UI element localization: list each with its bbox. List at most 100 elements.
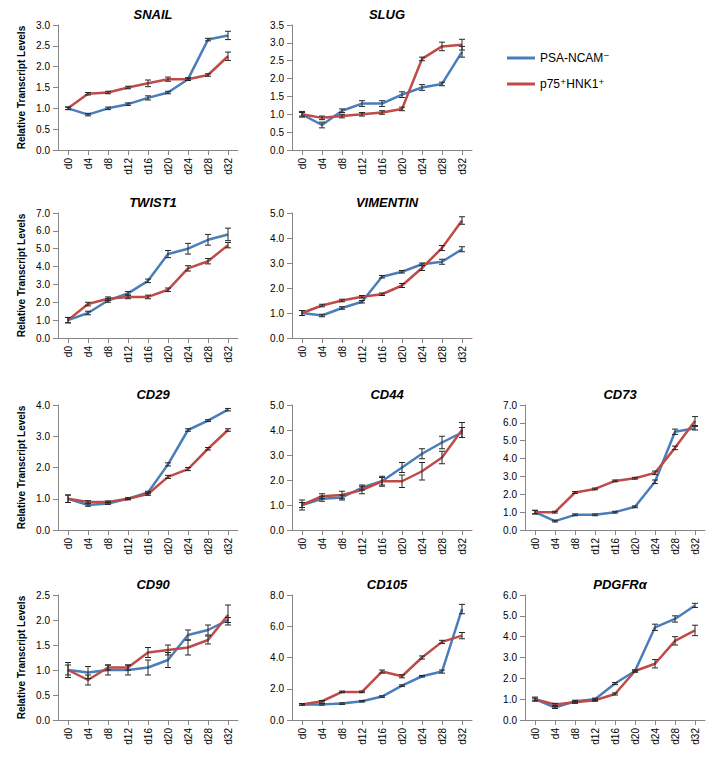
svg-text:d0: d0 [63, 728, 74, 740]
svg-text:SNAIL: SNAIL [134, 7, 173, 22]
svg-text:5.0: 5.0 [503, 435, 517, 446]
svg-text:2.5: 2.5 [36, 590, 50, 601]
svg-text:6.0: 6.0 [503, 417, 517, 428]
svg-text:3.0: 3.0 [270, 258, 284, 269]
svg-text:2.0: 2.0 [36, 615, 50, 626]
svg-text:d16: d16 [143, 538, 154, 555]
svg-text:2.0: 2.0 [503, 489, 517, 500]
svg-text:d8: d8 [337, 728, 348, 740]
svg-text:0.0: 0.0 [270, 715, 284, 726]
svg-text:d4: d4 [83, 346, 94, 358]
svg-text:0.5: 0.5 [36, 124, 50, 135]
svg-text:d8: d8 [337, 158, 348, 170]
svg-text:0.5: 0.5 [270, 127, 284, 138]
svg-text:d32: d32 [223, 346, 234, 363]
svg-text:d24: d24 [417, 728, 428, 745]
svg-text:2.0: 2.0 [36, 61, 50, 72]
svg-text:0.0: 0.0 [270, 333, 284, 344]
svg-text:CD29: CD29 [136, 387, 170, 402]
svg-text:1.0: 1.0 [36, 493, 50, 504]
svg-text:0.0: 0.0 [36, 715, 50, 726]
svg-text:3.0: 3.0 [270, 37, 284, 48]
svg-text:d32: d32 [223, 538, 234, 555]
svg-text:4.0: 4.0 [36, 400, 50, 411]
svg-text:0.0: 0.0 [270, 525, 284, 536]
svg-text:1.0: 1.0 [503, 507, 517, 518]
svg-text:d24: d24 [183, 538, 194, 555]
svg-text:d0: d0 [63, 158, 74, 170]
svg-text:d12: d12 [123, 538, 134, 555]
svg-text:d12: d12 [590, 728, 601, 745]
svg-text:d16: d16 [143, 158, 154, 175]
svg-text:d28: d28 [203, 538, 214, 555]
svg-text:d8: d8 [103, 158, 114, 170]
svg-text:d24: d24 [417, 538, 428, 555]
svg-text:d16: d16 [610, 728, 621, 745]
svg-text:4.0: 4.0 [503, 631, 517, 642]
svg-text:d16: d16 [143, 728, 154, 745]
svg-text:3.5: 3.5 [270, 20, 284, 31]
svg-text:3.0: 3.0 [503, 471, 517, 482]
svg-text:2.0: 2.0 [503, 673, 517, 684]
svg-text:d12: d12 [123, 728, 134, 745]
svg-text:5.0: 5.0 [270, 400, 284, 411]
svg-text:2.0: 2.0 [270, 475, 284, 486]
svg-text:4.0: 4.0 [270, 233, 284, 244]
svg-text:2.5: 2.5 [36, 40, 50, 51]
svg-text:d28: d28 [670, 728, 681, 745]
svg-text:d28: d28 [437, 346, 448, 363]
svg-text:d28: d28 [670, 538, 681, 555]
svg-text:2.5: 2.5 [270, 55, 284, 66]
svg-text:d12: d12 [357, 538, 368, 555]
svg-text:d24: d24 [183, 158, 194, 175]
svg-text:CD90: CD90 [136, 577, 170, 592]
svg-text:Relative Transcript Levels: Relative Transcript Levels [16, 213, 27, 337]
svg-text:d16: d16 [377, 346, 388, 363]
svg-text:1.5: 1.5 [36, 640, 50, 651]
svg-text:d16: d16 [610, 538, 621, 555]
svg-text:d8: d8 [103, 346, 114, 358]
svg-text:1.0: 1.0 [36, 665, 50, 676]
svg-text:d4: d4 [550, 538, 561, 550]
svg-text:PDGFRα: PDGFRα [593, 577, 648, 592]
svg-text:d32: d32 [457, 728, 468, 745]
svg-text:d20: d20 [397, 346, 408, 363]
svg-text:d12: d12 [123, 346, 134, 363]
svg-text:d12: d12 [590, 538, 601, 555]
svg-text:TWIST1: TWIST1 [129, 195, 177, 210]
svg-text:0.0: 0.0 [503, 715, 517, 726]
svg-text:2.0: 2.0 [270, 73, 284, 84]
svg-text:d0: d0 [297, 346, 308, 358]
svg-text:CD73: CD73 [603, 387, 637, 402]
svg-text:p75⁺HNK1⁺: p75⁺HNK1⁺ [540, 77, 605, 91]
svg-text:4.0: 4.0 [503, 453, 517, 464]
svg-text:0.0: 0.0 [36, 525, 50, 536]
svg-text:d20: d20 [630, 538, 641, 555]
svg-text:2.0: 2.0 [36, 462, 50, 473]
svg-text:d0: d0 [297, 158, 308, 170]
svg-text:4.0: 4.0 [270, 652, 284, 663]
svg-text:3.0: 3.0 [270, 450, 284, 461]
svg-text:d24: d24 [183, 346, 194, 363]
svg-text:1.0: 1.0 [36, 103, 50, 114]
svg-text:0.0: 0.0 [36, 333, 50, 344]
svg-text:d24: d24 [183, 728, 194, 745]
svg-text:d4: d4 [317, 158, 328, 170]
svg-text:3.0: 3.0 [36, 431, 50, 442]
svg-text:d0: d0 [530, 538, 541, 550]
svg-text:d20: d20 [163, 728, 174, 745]
svg-text:d0: d0 [63, 538, 74, 550]
svg-text:d8: d8 [103, 538, 114, 550]
svg-text:Relative Transcript Levels: Relative Transcript Levels [16, 25, 27, 149]
svg-text:d16: d16 [377, 538, 388, 555]
svg-text:d28: d28 [203, 728, 214, 745]
svg-text:6.0: 6.0 [503, 590, 517, 601]
svg-text:d8: d8 [103, 728, 114, 740]
svg-text:Relative Transcript Levels: Relative Transcript Levels [16, 405, 27, 529]
svg-text:d32: d32 [457, 346, 468, 363]
svg-text:5.0: 5.0 [36, 243, 50, 254]
svg-text:d32: d32 [457, 158, 468, 175]
svg-text:d24: d24 [650, 728, 661, 745]
svg-text:d4: d4 [83, 538, 94, 550]
svg-text:CD44: CD44 [370, 387, 404, 402]
